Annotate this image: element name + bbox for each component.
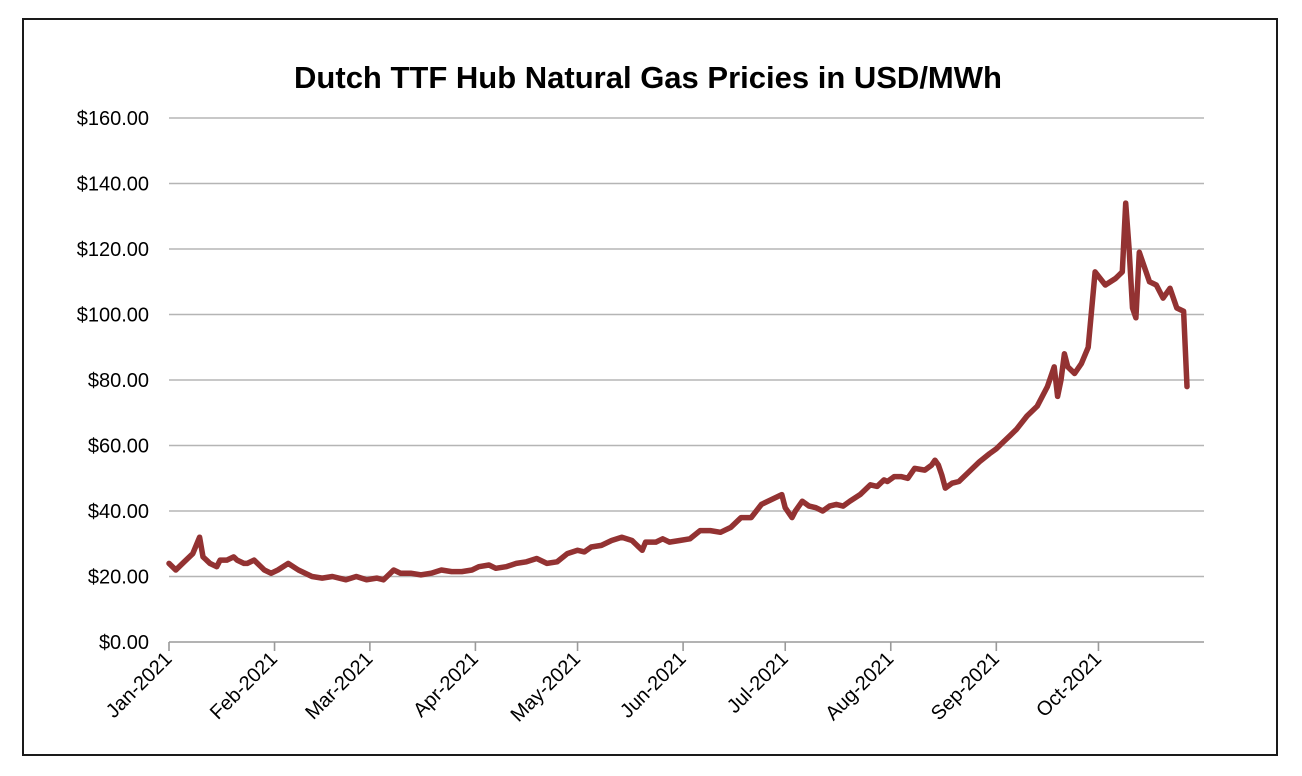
x-tick-label: Mar-2021 [301, 648, 377, 724]
x-axis-tick-labels: Jan-2021 Feb-2021 Mar-2021 Apr-2021 May-2021… [102, 648, 1106, 726]
x-tick-label: Sep-2021 [927, 648, 1004, 725]
x-tick-label: May-2021 [507, 648, 585, 726]
x-tick-label: Aug-2021 [821, 648, 898, 725]
y-tick-label: $140.00 [77, 174, 149, 196]
chart-svg: Dutch TTF Hub Natural Gas Pricies in USD… [77, 60, 1204, 726]
x-tick-label: Feb-2021 [206, 648, 282, 724]
x-tick-label: Jan-2021 [102, 648, 177, 723]
y-tick-label: $60.00 [88, 436, 149, 458]
x-tick-label: Jul-2021 [723, 648, 793, 718]
chart-frame: Dutch TTF Hub Natural Gas Pricies in USD… [22, 18, 1278, 756]
y-axis-tick-labels: $0.00 $20.00 $40.00 $60.00 $80.00 $100.00 $120… [77, 108, 149, 654]
y-tick-label: $100.00 [77, 305, 149, 327]
y-tick-label: $120.00 [77, 239, 149, 261]
x-tick-label: Apr-2021 [409, 648, 483, 722]
x-tick-label: Jun-2021 [616, 648, 691, 723]
y-tick-label: $40.00 [88, 501, 149, 523]
y-tick-label: $80.00 [88, 370, 149, 392]
x-tick-label: Oct-2021 [1032, 648, 1106, 722]
y-tick-label: $20.00 [88, 567, 149, 589]
x-axis [168, 642, 1100, 651]
y-tick-label: $0.00 [99, 632, 149, 654]
series-layer [166, 200, 1190, 583]
series-line-ttf-price [166, 200, 1190, 583]
y-tick-label: $160.00 [77, 108, 149, 130]
chart-title: Dutch TTF Hub Natural Gas Pricies in USD… [294, 60, 1002, 95]
